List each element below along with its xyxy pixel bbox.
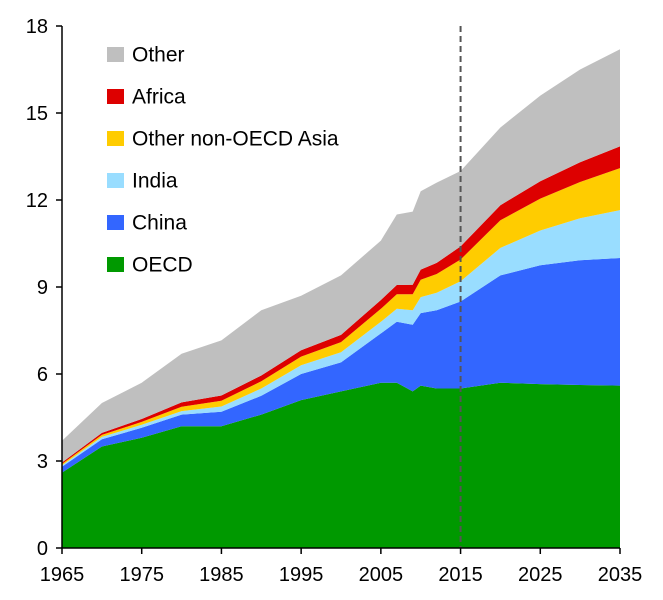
legend: Other Africa Other non-OECD Asia India China… xyxy=(107,44,339,277)
y-tick-label: 15 xyxy=(26,103,48,125)
area-africa xyxy=(62,146,620,464)
x-tick-label: 1975 xyxy=(119,564,164,586)
x-tick-label: 1995 xyxy=(279,564,324,586)
area-other-non-oecd-asia xyxy=(62,168,620,466)
y-tick-label: 0 xyxy=(37,538,48,560)
area-china xyxy=(62,258,620,473)
x-tick-label: 2025 xyxy=(518,564,563,586)
legend-label: China xyxy=(132,212,187,235)
y-tick-label: 12 xyxy=(26,190,48,212)
area-layer xyxy=(62,49,620,548)
legend-swatch xyxy=(107,257,124,272)
x-tick-label: 2035 xyxy=(598,564,643,586)
legend-item-oecd: OECD xyxy=(107,254,193,277)
x-tick-label: 2005 xyxy=(359,564,404,586)
legend-label: India xyxy=(132,170,178,193)
x-tick-label: 1985 xyxy=(199,564,244,586)
axes-layer: 0 3 6 9 12 15 18 1965 1975 1985 1995 2005 2015 2025 20… xyxy=(26,16,643,586)
x-tick-label: 2015 xyxy=(438,564,483,586)
y-tick-label: 3 xyxy=(37,451,48,473)
y-tick-label: 18 xyxy=(26,16,48,38)
area-oecd xyxy=(62,382,620,548)
legend-item-other-non-oecd-asia: Other non-OECD Asia xyxy=(107,128,339,151)
legend-item-africa: Africa xyxy=(107,86,186,109)
legend-item-china: China xyxy=(107,212,187,235)
legend-label: Other non-OECD Asia xyxy=(132,128,339,151)
legend-label: Africa xyxy=(132,86,186,109)
legend-swatch xyxy=(107,47,124,62)
legend-label: Other xyxy=(132,44,185,67)
legend-swatch xyxy=(107,215,124,230)
x-tick-label: 1965 xyxy=(40,564,85,586)
y-tick-label: 9 xyxy=(37,277,48,299)
area-india xyxy=(62,210,620,467)
legend-swatch xyxy=(107,89,124,104)
y-tick-label: 6 xyxy=(37,364,48,386)
legend-swatch xyxy=(107,173,124,188)
legend-item-other: Other xyxy=(107,44,185,67)
legend-swatch xyxy=(107,131,124,146)
legend-item-india: India xyxy=(107,170,178,193)
legend-label: OECD xyxy=(132,254,193,277)
area-other xyxy=(62,49,620,463)
